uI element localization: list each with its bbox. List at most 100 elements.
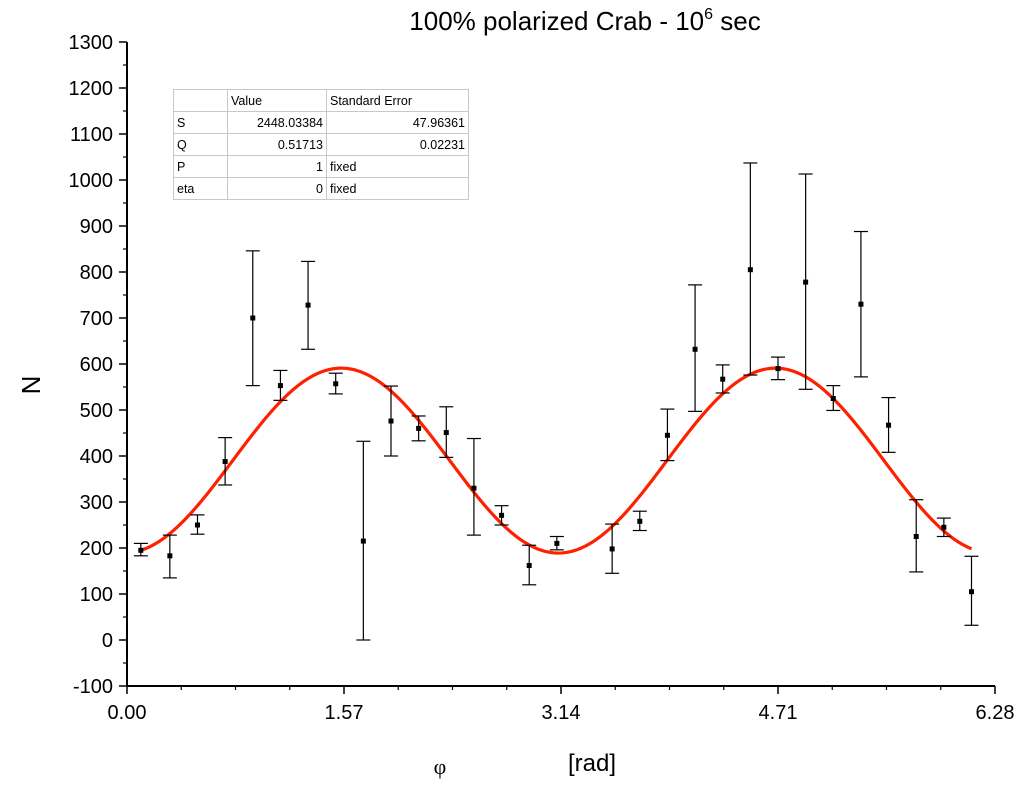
chart-title: 100% polarized Crab - 106 sec (409, 6, 760, 36)
x-tick-label: 0.00 (108, 702, 147, 724)
data-point (383, 385, 398, 457)
fit-table-row: eta 0 fixed (173, 177, 469, 200)
data-point (743, 162, 758, 376)
data-point (133, 542, 148, 557)
x-tick-label: 4.71 (759, 702, 798, 724)
point-marker (803, 279, 809, 285)
data-point (218, 437, 233, 486)
point-marker (720, 376, 726, 382)
point-marker (360, 538, 366, 544)
fit-param-value: 0 (227, 177, 327, 200)
y-tick-label: 1300 (69, 32, 114, 54)
data-point (273, 369, 288, 401)
data-point (356, 440, 371, 641)
data-point (439, 406, 454, 458)
fit-curve (140, 366, 973, 555)
fit-param-value: 1 (227, 155, 327, 178)
point-marker (333, 381, 339, 387)
data-point (881, 396, 896, 453)
data-point (190, 514, 205, 535)
data-point (660, 408, 675, 462)
y-tick-label: 500 (80, 400, 113, 422)
point-marker (913, 534, 919, 539)
data-point (632, 510, 647, 532)
data-point (245, 250, 260, 387)
x-tick-label: 3.14 (542, 702, 581, 724)
point-marker (692, 346, 698, 352)
fit-param-error: 0.02231 (326, 133, 469, 156)
y-axis-label: N (16, 376, 46, 395)
data-point (771, 356, 785, 381)
point-marker (305, 302, 311, 308)
point-marker (167, 553, 173, 559)
fit-param-error: fixed (326, 177, 469, 200)
data-point (466, 437, 481, 536)
fit-param-name: S (173, 111, 228, 134)
point-marker (858, 301, 864, 307)
point-marker (416, 425, 422, 431)
fit-param-value: 0.51713 (227, 133, 327, 156)
point-marker (526, 562, 532, 568)
data-point (909, 499, 924, 573)
point-marker (250, 315, 256, 321)
data-point (715, 364, 730, 394)
fit-table-row: P 1 fixed (173, 155, 469, 178)
point-marker (775, 366, 781, 372)
point-marker (969, 589, 975, 595)
point-marker (388, 418, 394, 424)
y-tick-label: 900 (80, 216, 113, 238)
y-tick-label: 1200 (69, 78, 114, 100)
y-tick-label: 400 (80, 446, 113, 468)
fit-table-header-value: Value (227, 89, 327, 112)
point-marker (941, 524, 947, 530)
y-tick-label: 1000 (69, 170, 114, 192)
point-marker (194, 522, 200, 528)
fit-param-value: 2448.03384 (227, 111, 327, 134)
data-point (301, 260, 316, 350)
point-marker (609, 546, 615, 552)
data-point (494, 505, 509, 526)
data-point (853, 230, 868, 378)
y-tick-label: 1100 (70, 124, 113, 146)
y-tick-label: 600 (80, 354, 113, 376)
data-point (936, 517, 951, 538)
point-marker (138, 547, 144, 553)
x-tick-label: 6.28 (976, 702, 1015, 724)
data-point (605, 523, 620, 574)
point-marker (554, 540, 560, 546)
point-marker (499, 512, 505, 518)
x-axis-label: φ (434, 754, 447, 779)
data-point (522, 544, 537, 586)
fit-param-name: Q (173, 133, 228, 156)
point-marker (443, 430, 449, 436)
y-tick-label: 800 (80, 262, 113, 284)
y-tick-label: 700 (80, 308, 113, 330)
fit-param-error: fixed (326, 155, 469, 178)
y-tick-label: 0 (102, 630, 113, 652)
data-point (964, 555, 979, 626)
y-tick-label: 100 (80, 584, 113, 606)
data-point (328, 372, 343, 395)
data-point (549, 535, 564, 551)
plot-area: -100 0 100 200 300 400 500 600 700 800 900 1000 1100… (69, 32, 1015, 724)
fit-param-name: eta (173, 177, 228, 200)
fit-table-row: S 2448.03384 47.96361 (173, 111, 469, 134)
data-point (798, 173, 813, 390)
point-marker (277, 383, 283, 389)
x-axis-unit: [rad] (568, 750, 616, 777)
point-marker (747, 267, 753, 273)
point-marker (830, 396, 836, 401)
fit-param-name: P (173, 155, 228, 178)
data-points-layer (133, 162, 979, 641)
fit-table-header-parameter (173, 89, 228, 112)
fit-curve-layer (140, 366, 973, 555)
data-point (688, 284, 703, 412)
point-marker (886, 422, 892, 428)
point-marker (471, 485, 477, 491)
fit-table-header-row: Value Standard Error (173, 89, 469, 112)
y-tick-label: -100 (73, 676, 113, 698)
fit-table-header-error: Standard Error (326, 89, 469, 112)
x-tick-label: 1.57 (325, 702, 364, 724)
data-point (162, 534, 177, 579)
